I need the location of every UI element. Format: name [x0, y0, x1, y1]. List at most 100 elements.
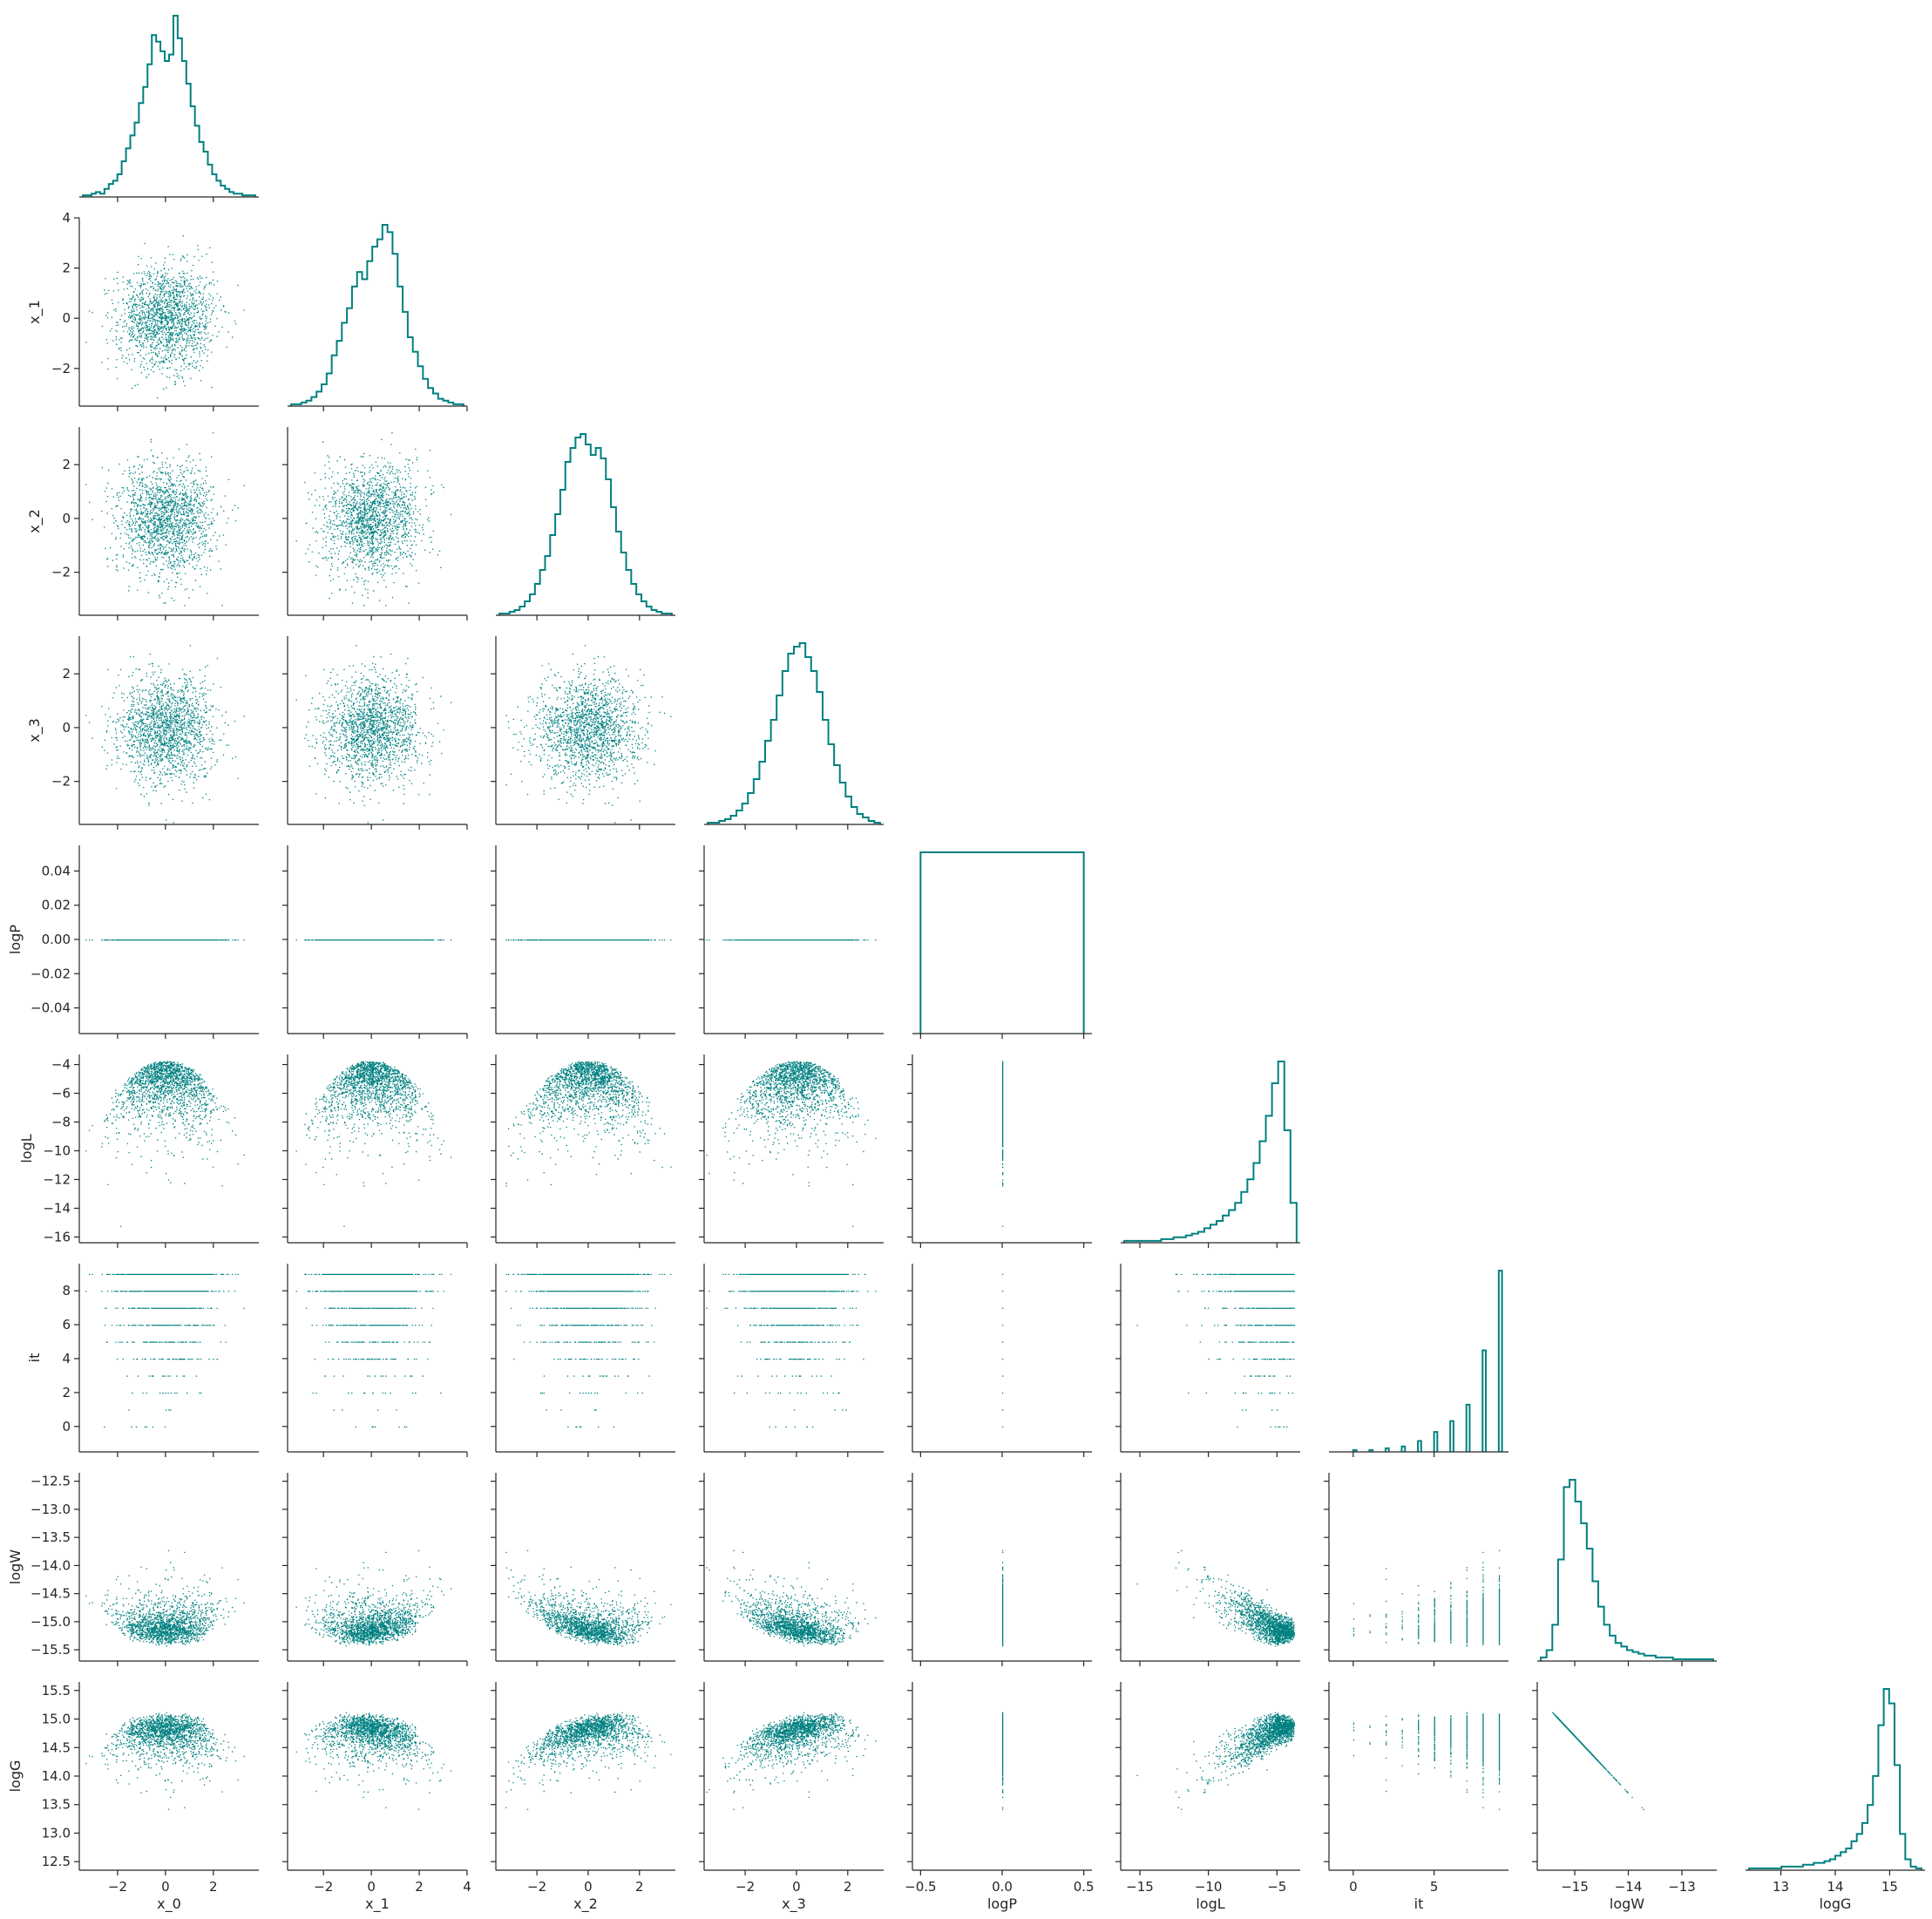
y-tick-label: −4: [51, 1057, 71, 1073]
scatter-panel-x_2-vs-x_0: −2 0 2: [51, 427, 259, 620]
x-tick-label: −14: [1615, 1879, 1643, 1895]
x-tick-label: 5: [1430, 1879, 1439, 1895]
x-axis-label-it: it: [1414, 1895, 1424, 1912]
hist-bin-it-3: [1400, 1445, 1407, 1452]
y-tick-label: 0: [62, 1419, 71, 1434]
scatter-panel-logP-vs-x_1: [282, 845, 468, 1039]
hist-step-logL: [1123, 1061, 1298, 1243]
y-tick-label: 2: [62, 666, 71, 681]
y-tick-label: −16: [43, 1229, 71, 1244]
hist-bin-it-6: [1449, 1420, 1454, 1452]
x-tick-label: −15: [1126, 1879, 1154, 1895]
x-tick-label: 4: [463, 1879, 471, 1895]
scatter-points-logW-vs-x_1: [295, 1549, 452, 1647]
x-tick-label: 0: [792, 1879, 801, 1895]
y-tick-label: −10: [43, 1143, 71, 1158]
scatter-panel-logL-vs-x_2: [491, 1054, 675, 1248]
x-axis-label-x_0: x_0: [157, 1895, 181, 1913]
x-axis-label-x_3: x_3: [782, 1895, 806, 1913]
scatter-points-logG-vs-x_0: [85, 1712, 245, 1810]
y-axis-label-logP: logP: [7, 925, 24, 954]
y-tick-label: 4: [62, 210, 71, 226]
y-tick-label: −13.0: [31, 1502, 71, 1517]
y-axis-label-it: it: [26, 1353, 43, 1363]
scatter-panel-logG-vs-logP: −0.5 0.0 0.5: [905, 1682, 1095, 1895]
x-tick-label: 0.5: [1074, 1879, 1095, 1895]
y-tick-label: −12.5: [31, 1474, 71, 1489]
x-tick-label: −2: [314, 1879, 333, 1895]
y-tick-label: 0: [62, 511, 71, 526]
y-tick-label: −2: [51, 565, 71, 580]
x-tick-label: −15: [1561, 1879, 1589, 1895]
scatter-points-logP-vs-x_3: [706, 939, 877, 941]
scatter-panel-x_3-vs-x_0: −2 0 2: [51, 636, 259, 830]
scatter-points-logW-vs-x_3: [706, 1549, 877, 1647]
y-axis-label-logG: logG: [7, 1760, 24, 1793]
hist-bin-it-7: [1465, 1403, 1471, 1452]
y-tick-label: 15.0: [42, 1712, 71, 1727]
hist-bin-it-1: [1368, 1448, 1374, 1452]
hist-step-x_0: [82, 15, 256, 197]
scatter-panel-logW-vs-logP: [907, 1473, 1092, 1666]
scatter-panel-it-vs-x_1: [282, 1264, 468, 1457]
hist-bin-it-5: [1433, 1431, 1439, 1452]
y-tick-label: −12: [43, 1171, 71, 1187]
y-tick-label: 15.5: [42, 1683, 71, 1699]
hist-panel-it: [1329, 1270, 1508, 1457]
scatter-panel-it-vs-x_3: [699, 1264, 884, 1457]
scatter-panel-it-vs-logP: [907, 1264, 1092, 1457]
y-tick-label: 2: [62, 457, 71, 472]
scatter-points-logW-vs-x_2: [505, 1549, 672, 1647]
y-tick-label: −14.0: [31, 1557, 71, 1573]
scatter-points-it-vs-logL: [1136, 1273, 1296, 1428]
scatter-panel-x_1-vs-x_0: −2 0 2 4: [51, 210, 259, 411]
scatter-points-logG-vs-logP: [1002, 1712, 1004, 1810]
scatter-panel-logL-vs-x_1: [282, 1054, 468, 1248]
x-tick-label: 2: [415, 1879, 424, 1895]
scatter-panel-logL-vs-x_0: −16 −14 −12 −10 −8 −6 −4: [43, 1054, 259, 1248]
x-tick-label: 14: [1827, 1879, 1843, 1895]
x-tick-label: −2: [108, 1879, 127, 1895]
scatter-points-it-vs-x_0: [85, 1273, 245, 1428]
scatter-panel-logW-vs-logL: [1115, 1473, 1300, 1666]
hist-panel-logL: [1121, 1061, 1300, 1248]
scatter-panel-logW-vs-x_0: −15.5 −15.0 −14.5 −14.0 −13.5 −13.0 −12.5: [31, 1473, 259, 1666]
x-tick-label: −10: [1195, 1879, 1223, 1895]
y-tick-label: −8: [51, 1114, 71, 1129]
hist-panel-logP: [912, 851, 1092, 1039]
scatter-points-logL-vs-logP: [1002, 1061, 1004, 1227]
y-tick-label: −0.02: [31, 966, 71, 981]
scatter-points-logG-vs-it: [1352, 1712, 1501, 1810]
y-tick-label: 14.0: [42, 1768, 71, 1784]
scatter-panel-logL-vs-x_3: [699, 1054, 884, 1248]
y-tick-label: 0: [62, 720, 71, 736]
scatter-panel-logG-vs-logL: −15 −10 −5: [1115, 1682, 1300, 1895]
y-tick-label: 4: [62, 1351, 71, 1366]
x-axis-label-x_1: x_1: [365, 1895, 390, 1913]
x-tick-label: 2: [209, 1879, 218, 1895]
y-tick-label: 2: [62, 1385, 71, 1400]
y-tick-label: 0: [62, 310, 71, 326]
y-axis-label-x_1: x_1: [26, 300, 44, 324]
x-tick-label: −2: [527, 1879, 546, 1895]
x-axis-label-x_2: x_2: [573, 1895, 598, 1913]
scatter-panel-it-vs-x_2: [491, 1264, 675, 1457]
scatter-points-x_2-vs-x_1: [295, 432, 452, 607]
hist-step-logW: [1540, 1479, 1714, 1661]
scatter-points-x_3-vs-x_0: [85, 645, 245, 824]
y-tick-label: 13.5: [42, 1797, 71, 1813]
y-tick-label: −14: [43, 1200, 71, 1216]
scatter-panel-logG-vs-x_1: −2 0 2 4: [282, 1682, 471, 1895]
y-tick-label: 13.0: [42, 1825, 71, 1841]
scatter-panel-logP-vs-x_0: −0.04 −0.02 0.00 0.02 0.04: [31, 845, 259, 1039]
x-tick-label: 2: [844, 1879, 852, 1895]
x-tick-label: 0: [161, 1879, 170, 1895]
hist-step-x_3: [707, 642, 881, 824]
scatter-points-logG-vs-x_2: [505, 1712, 672, 1810]
hist-panel-logW: [1537, 1479, 1717, 1666]
scatter-points-x_2-vs-x_0: [85, 432, 245, 607]
x-tick-label: −2: [736, 1879, 755, 1895]
hist-step-x_2: [498, 433, 673, 615]
